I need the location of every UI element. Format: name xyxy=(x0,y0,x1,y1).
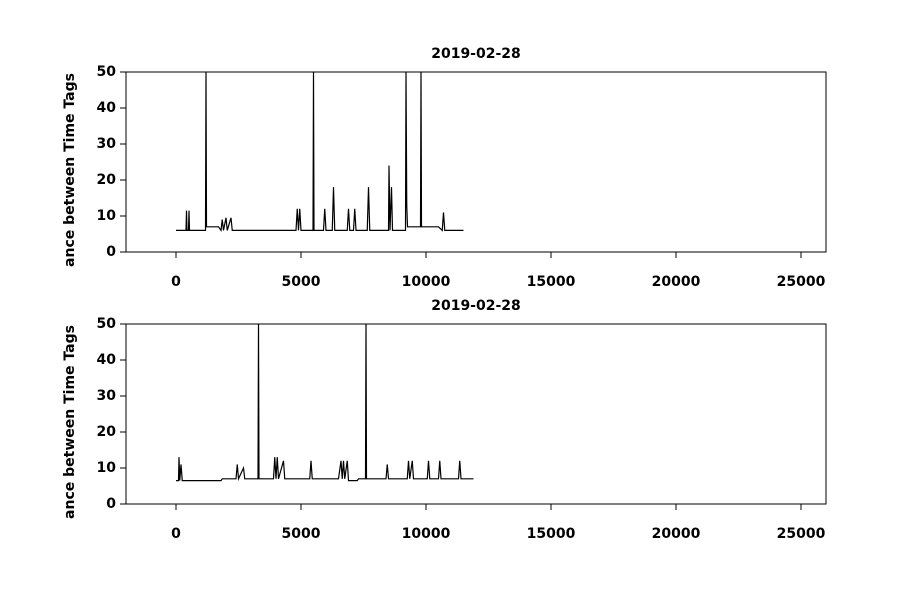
y-axis-label: ance between Time Tags xyxy=(62,325,78,519)
axes-frame xyxy=(125,71,827,253)
x-tick-label: 5000 xyxy=(282,526,321,542)
x-tick-label: 15000 xyxy=(527,274,576,290)
x-tick-label: 5000 xyxy=(282,274,321,290)
y-tick-label: 10 xyxy=(97,460,117,476)
y-tick-label: 30 xyxy=(97,388,117,404)
y-tick-label: 0 xyxy=(106,244,116,260)
y-tick-label: 30 xyxy=(97,136,117,152)
y-tick-label: 50 xyxy=(97,64,117,80)
x-tick-label: 15000 xyxy=(527,526,576,542)
subplot: 2019-02-28 ance between Time Tags 0 10 20 30 4… xyxy=(62,298,827,542)
y-tick-label: 10 xyxy=(97,208,117,224)
y-tick-label: 40 xyxy=(97,100,117,116)
data-line xyxy=(176,72,464,233)
x-tick-label: 10000 xyxy=(402,274,451,290)
y-tick-label: 40 xyxy=(97,352,117,368)
x-tick-label: 0 xyxy=(171,526,181,542)
data-line xyxy=(176,324,474,482)
x-tick-label: 25000 xyxy=(777,526,826,542)
chart-title: 2019-02-28 xyxy=(431,46,521,62)
x-tick-label: 0 xyxy=(171,274,181,290)
chart-title: 2019-02-28 xyxy=(431,298,521,314)
y-tick-label: 0 xyxy=(106,496,116,512)
x-tick-label: 20000 xyxy=(652,526,701,542)
x-tick-label: 25000 xyxy=(777,274,826,290)
y-tick-label: 20 xyxy=(97,424,117,440)
x-tick-label: 10000 xyxy=(402,526,451,542)
y-axis-label: ance between Time Tags xyxy=(62,73,78,267)
y-tick-label: 20 xyxy=(97,172,117,188)
y-tick-label: 50 xyxy=(97,316,117,332)
axes-frame xyxy=(125,323,827,505)
x-tick-label: 20000 xyxy=(652,274,701,290)
subplot: 2019-02-28 ance between Time Tags 0 10 20 30 4… xyxy=(62,46,827,290)
